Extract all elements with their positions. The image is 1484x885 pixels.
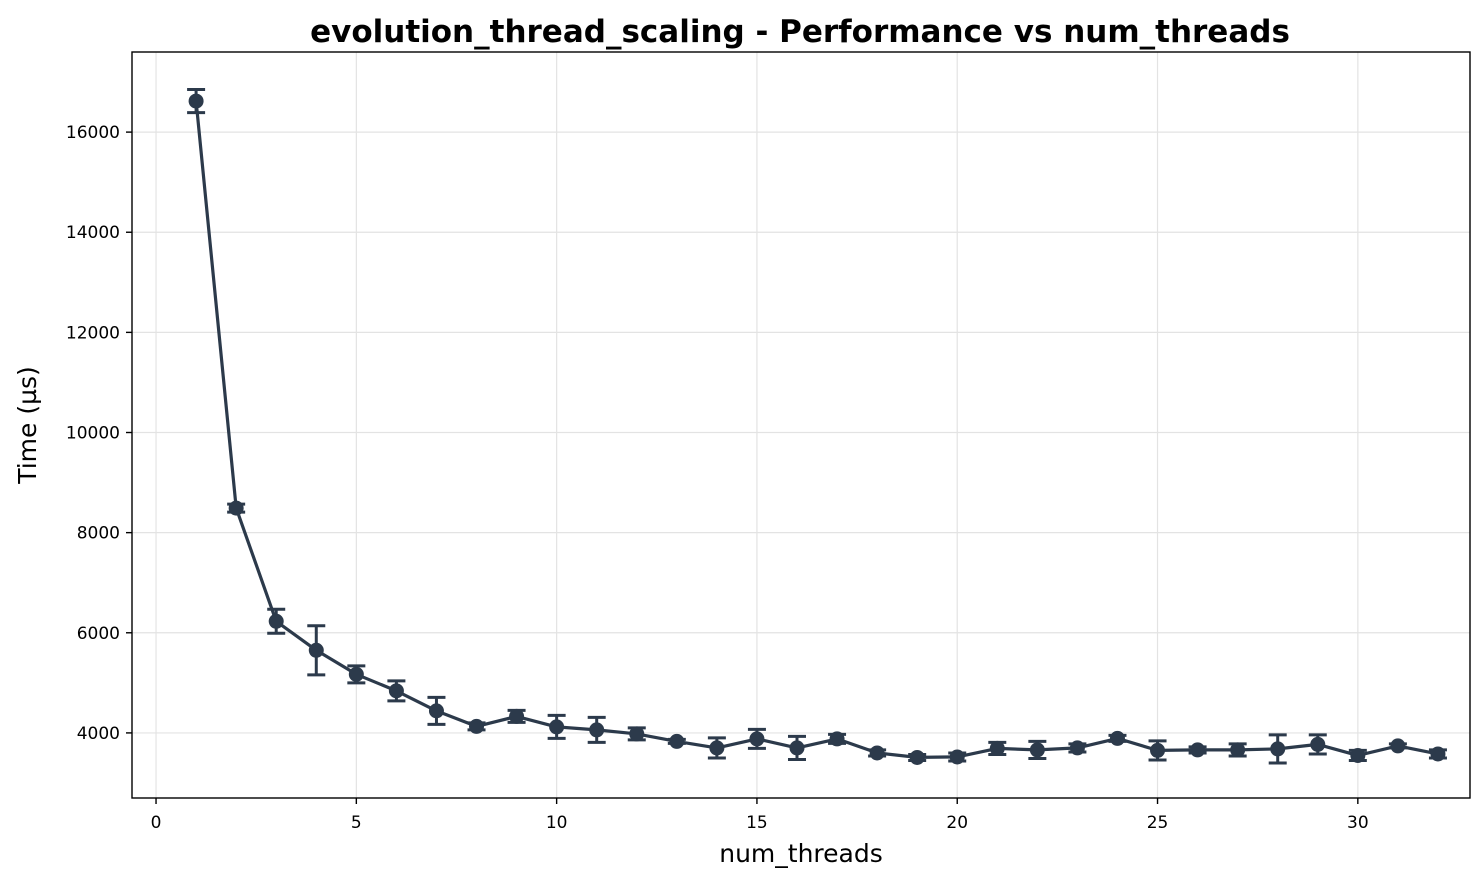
data-point: [709, 740, 725, 756]
data-point: [348, 666, 364, 682]
data-point: [829, 731, 845, 747]
chart-title: evolution_thread_scaling - Performance v…: [310, 14, 1290, 50]
y-tick-label: 10000: [66, 424, 120, 444]
y-tick-label: 6000: [77, 624, 120, 644]
x-axis-label: num_threads: [719, 839, 883, 868]
y-axis-label: Time (µs): [13, 366, 42, 485]
data-point: [589, 722, 605, 738]
x-tick-label: 15: [746, 813, 768, 833]
data-point: [909, 749, 925, 765]
data-point: [1150, 742, 1166, 758]
data-point: [629, 726, 645, 742]
x-tick-label: 30: [1347, 813, 1369, 833]
data-point: [1109, 730, 1125, 746]
data-point: [268, 613, 284, 629]
x-tick-label: 20: [946, 813, 968, 833]
x-tick-label: 0: [151, 813, 162, 833]
y-tick-label: 14000: [66, 223, 120, 243]
data-point: [789, 740, 805, 756]
plot-frame: [131, 51, 1471, 799]
x-axis: 0 5 10 15 20 25 30: [151, 798, 1369, 833]
data-point: [869, 745, 885, 761]
data-point: [1310, 736, 1326, 752]
data-point: [1350, 747, 1366, 763]
y-tick-label: 4000: [77, 724, 120, 744]
grid: [132, 52, 1470, 798]
data-point: [1029, 742, 1045, 758]
data-point: [1190, 742, 1206, 758]
data-point: [949, 749, 965, 765]
x-tick-label: 5: [351, 813, 362, 833]
data-point: [308, 642, 324, 658]
data-point: [1270, 741, 1286, 757]
data-point: [989, 740, 1005, 756]
data-point: [669, 733, 685, 749]
data-point: [1390, 738, 1406, 754]
series-line: [194, 100, 1439, 760]
y-tick-label: 12000: [66, 323, 120, 343]
data-point: [1430, 746, 1446, 762]
data-point: [749, 731, 765, 747]
data-point: [549, 719, 565, 735]
y-tick-label: 8000: [77, 524, 120, 544]
data-point: [509, 708, 525, 724]
data-point: [228, 500, 244, 516]
data-point: [428, 703, 444, 719]
y-tick-label: 16000: [66, 123, 120, 143]
data-point: [1230, 742, 1246, 758]
data-point: [388, 683, 404, 699]
series-group: [187, 88, 1447, 765]
data-point: [469, 718, 485, 734]
data-point: [1069, 740, 1085, 756]
data-point: [188, 93, 204, 109]
y-axis: 4000 6000 8000 10000 12000 14000 16000: [66, 123, 132, 744]
x-tick-label: 10: [546, 813, 568, 833]
x-tick-label: 25: [1147, 813, 1169, 833]
